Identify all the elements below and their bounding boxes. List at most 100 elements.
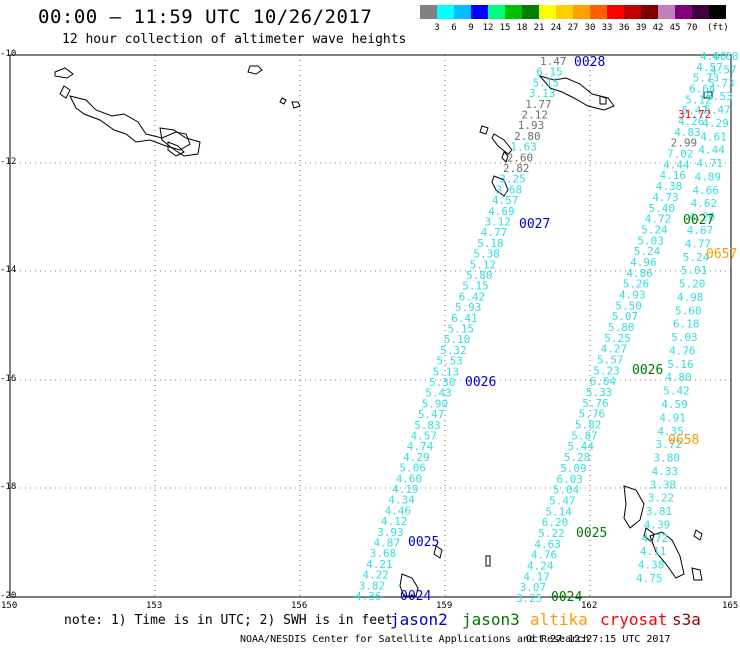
scale-swatch xyxy=(454,5,471,19)
coastline-islet-ne xyxy=(703,91,713,99)
track-2-value: 6.64 xyxy=(689,83,716,96)
pass-label: 0027 xyxy=(519,217,550,232)
track-2-value: 5.26 xyxy=(623,278,650,291)
track-2-value: 5.50 xyxy=(615,299,642,312)
track-1-value: 5.53 xyxy=(436,355,463,368)
coastline-island-f xyxy=(399,545,491,597)
scale-tick-label: 70 xyxy=(686,23,698,33)
track-1-value: 1.77 xyxy=(525,98,552,111)
track-2-value: 5.80 xyxy=(608,321,635,334)
longitude-label: 162 xyxy=(581,601,598,611)
satellite-legend-item: altika xyxy=(530,610,588,629)
track-1-value: 4.19 xyxy=(392,483,419,496)
satellite-legend-item: jason2 xyxy=(390,610,448,629)
track-2-value: 5.24 xyxy=(634,245,661,258)
scale-swatch xyxy=(624,5,641,19)
track-1-value: 5.15 xyxy=(448,323,475,336)
track-3-value: 4.66 xyxy=(693,184,720,197)
track-1-value: 6.41 xyxy=(451,312,478,325)
map-title: 00:00 – 11:59 UTC 10/26/2017 xyxy=(38,6,373,28)
scale-swatch xyxy=(522,5,539,19)
pass-label: 0658 xyxy=(668,433,699,448)
latitude-label: -20 xyxy=(0,591,17,601)
track-1-value: 5.83 xyxy=(414,419,441,432)
track-3-value: 4.57 xyxy=(710,63,737,76)
track-2-value: 4.26 xyxy=(678,115,705,128)
scale-swatch xyxy=(692,5,709,19)
track-1-value: 3.68 xyxy=(496,183,522,196)
track-1-value: 5.90 xyxy=(422,397,449,410)
track-2-value: 5.04 xyxy=(553,484,580,497)
track-2-value: 5.22 xyxy=(538,527,565,540)
longitude-label: 159 xyxy=(436,601,453,611)
track-1-value: 5.10 xyxy=(444,333,471,346)
track-1-value: 4.74 xyxy=(407,440,434,453)
track-2-value: 4.17 xyxy=(523,570,550,583)
track-3-value: 5.03 xyxy=(671,331,698,344)
track-1-value: 1.63 xyxy=(510,141,537,154)
track-3-value: 3.72 xyxy=(656,438,683,451)
coastline-islands-a xyxy=(247,65,301,109)
track-3-value: 4.60 xyxy=(712,50,739,63)
track-3-value: 3.80 xyxy=(654,452,681,465)
track-3-value: 4.75 xyxy=(636,572,663,585)
track-2-value: 5.40 xyxy=(649,202,676,215)
track-2-value: 5.33 xyxy=(586,386,613,399)
track-1-value: 4.21 xyxy=(366,558,393,571)
scale-swatch xyxy=(709,5,726,19)
scale-tick-label: 15 xyxy=(499,23,511,33)
map-frame xyxy=(9,54,732,598)
track-3-value: 4.89 xyxy=(695,171,722,184)
scale-swatch xyxy=(573,5,590,19)
track-2-value: 5.57 xyxy=(597,354,624,367)
coastline-island-e xyxy=(649,529,703,581)
track-2-value: 6.04 xyxy=(590,375,617,388)
track-3-value: 5.60 xyxy=(675,304,702,317)
scale-swatch xyxy=(471,5,488,19)
track-3-value: 4.80 xyxy=(665,371,692,384)
track-1-value: 4.60 xyxy=(396,472,423,485)
track-2-value: 5.44 xyxy=(568,440,595,453)
scale-swatch xyxy=(505,5,522,19)
track-1-value: 3.93 xyxy=(377,526,404,539)
track-2-value: 4.57 xyxy=(696,61,723,74)
track-2-value: 5.14 xyxy=(545,505,572,518)
track-3-value: 4.72 xyxy=(642,532,669,545)
track-3-value: 4.76 xyxy=(669,345,696,358)
track-1-value: 5.93 xyxy=(455,301,482,314)
scale-tick-label: 39 xyxy=(635,23,647,33)
pass-label: 0024 xyxy=(551,590,582,605)
track-3-value: 3.38 xyxy=(650,478,677,491)
graticule xyxy=(10,55,731,597)
track-1-value: 6.42 xyxy=(459,290,486,303)
track-2-value: 5.28 xyxy=(564,451,591,464)
coastline-guadalcanal xyxy=(491,175,509,197)
track-1-value: 2.82 xyxy=(503,162,530,175)
track-2-value: 5.07 xyxy=(612,310,639,323)
track-1-value: 5.12 xyxy=(470,258,497,271)
latitude-label: -16 xyxy=(0,374,17,384)
track-3-value: 4.29 xyxy=(702,117,729,130)
track-1-value: 4.34 xyxy=(388,494,415,507)
coastline-choiseul xyxy=(479,125,513,163)
track-3-value: 4.98 xyxy=(677,291,704,304)
track-1-value: 5.18 xyxy=(477,237,504,250)
track-2-value: 4.16 xyxy=(660,169,687,182)
satellite-legend-item: cryosat xyxy=(600,610,668,629)
track-3-value: 6.18 xyxy=(673,318,700,331)
track-1-value: 5.13 xyxy=(433,365,460,378)
track-2-value: 4.27 xyxy=(601,343,628,356)
track-1-value: 4.77 xyxy=(481,226,508,239)
track-3-value: 4.91 xyxy=(659,411,686,424)
track-3-value: 4.67 xyxy=(687,224,714,237)
track-2-value: 4.60 xyxy=(700,50,727,63)
track-3-value: 4.39 xyxy=(644,519,671,532)
latitude-label: -14 xyxy=(0,265,17,275)
track-2-value: 4.86 xyxy=(626,267,653,280)
track-3-value: 4.71 xyxy=(696,157,723,170)
track-2-value: 5.76 xyxy=(579,408,606,421)
scale-swatch xyxy=(590,5,607,19)
pass-label: 0657 xyxy=(706,247,737,262)
track-2-value: 4.63 xyxy=(534,538,561,551)
